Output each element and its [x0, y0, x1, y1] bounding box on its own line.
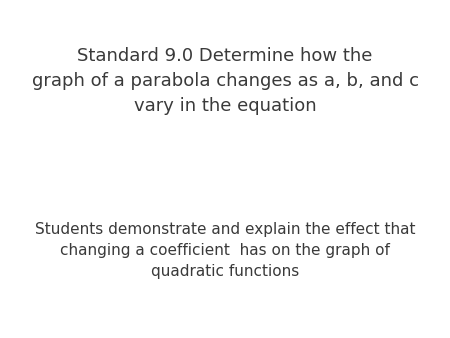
Text: Students demonstrate and explain the effect that
changing a coefficient  has on : Students demonstrate and explain the eff…: [35, 222, 415, 279]
Text: Standard 9.0 Determine how the
graph of a parabola changes as a, b, and c
vary i: Standard 9.0 Determine how the graph of …: [32, 47, 419, 115]
